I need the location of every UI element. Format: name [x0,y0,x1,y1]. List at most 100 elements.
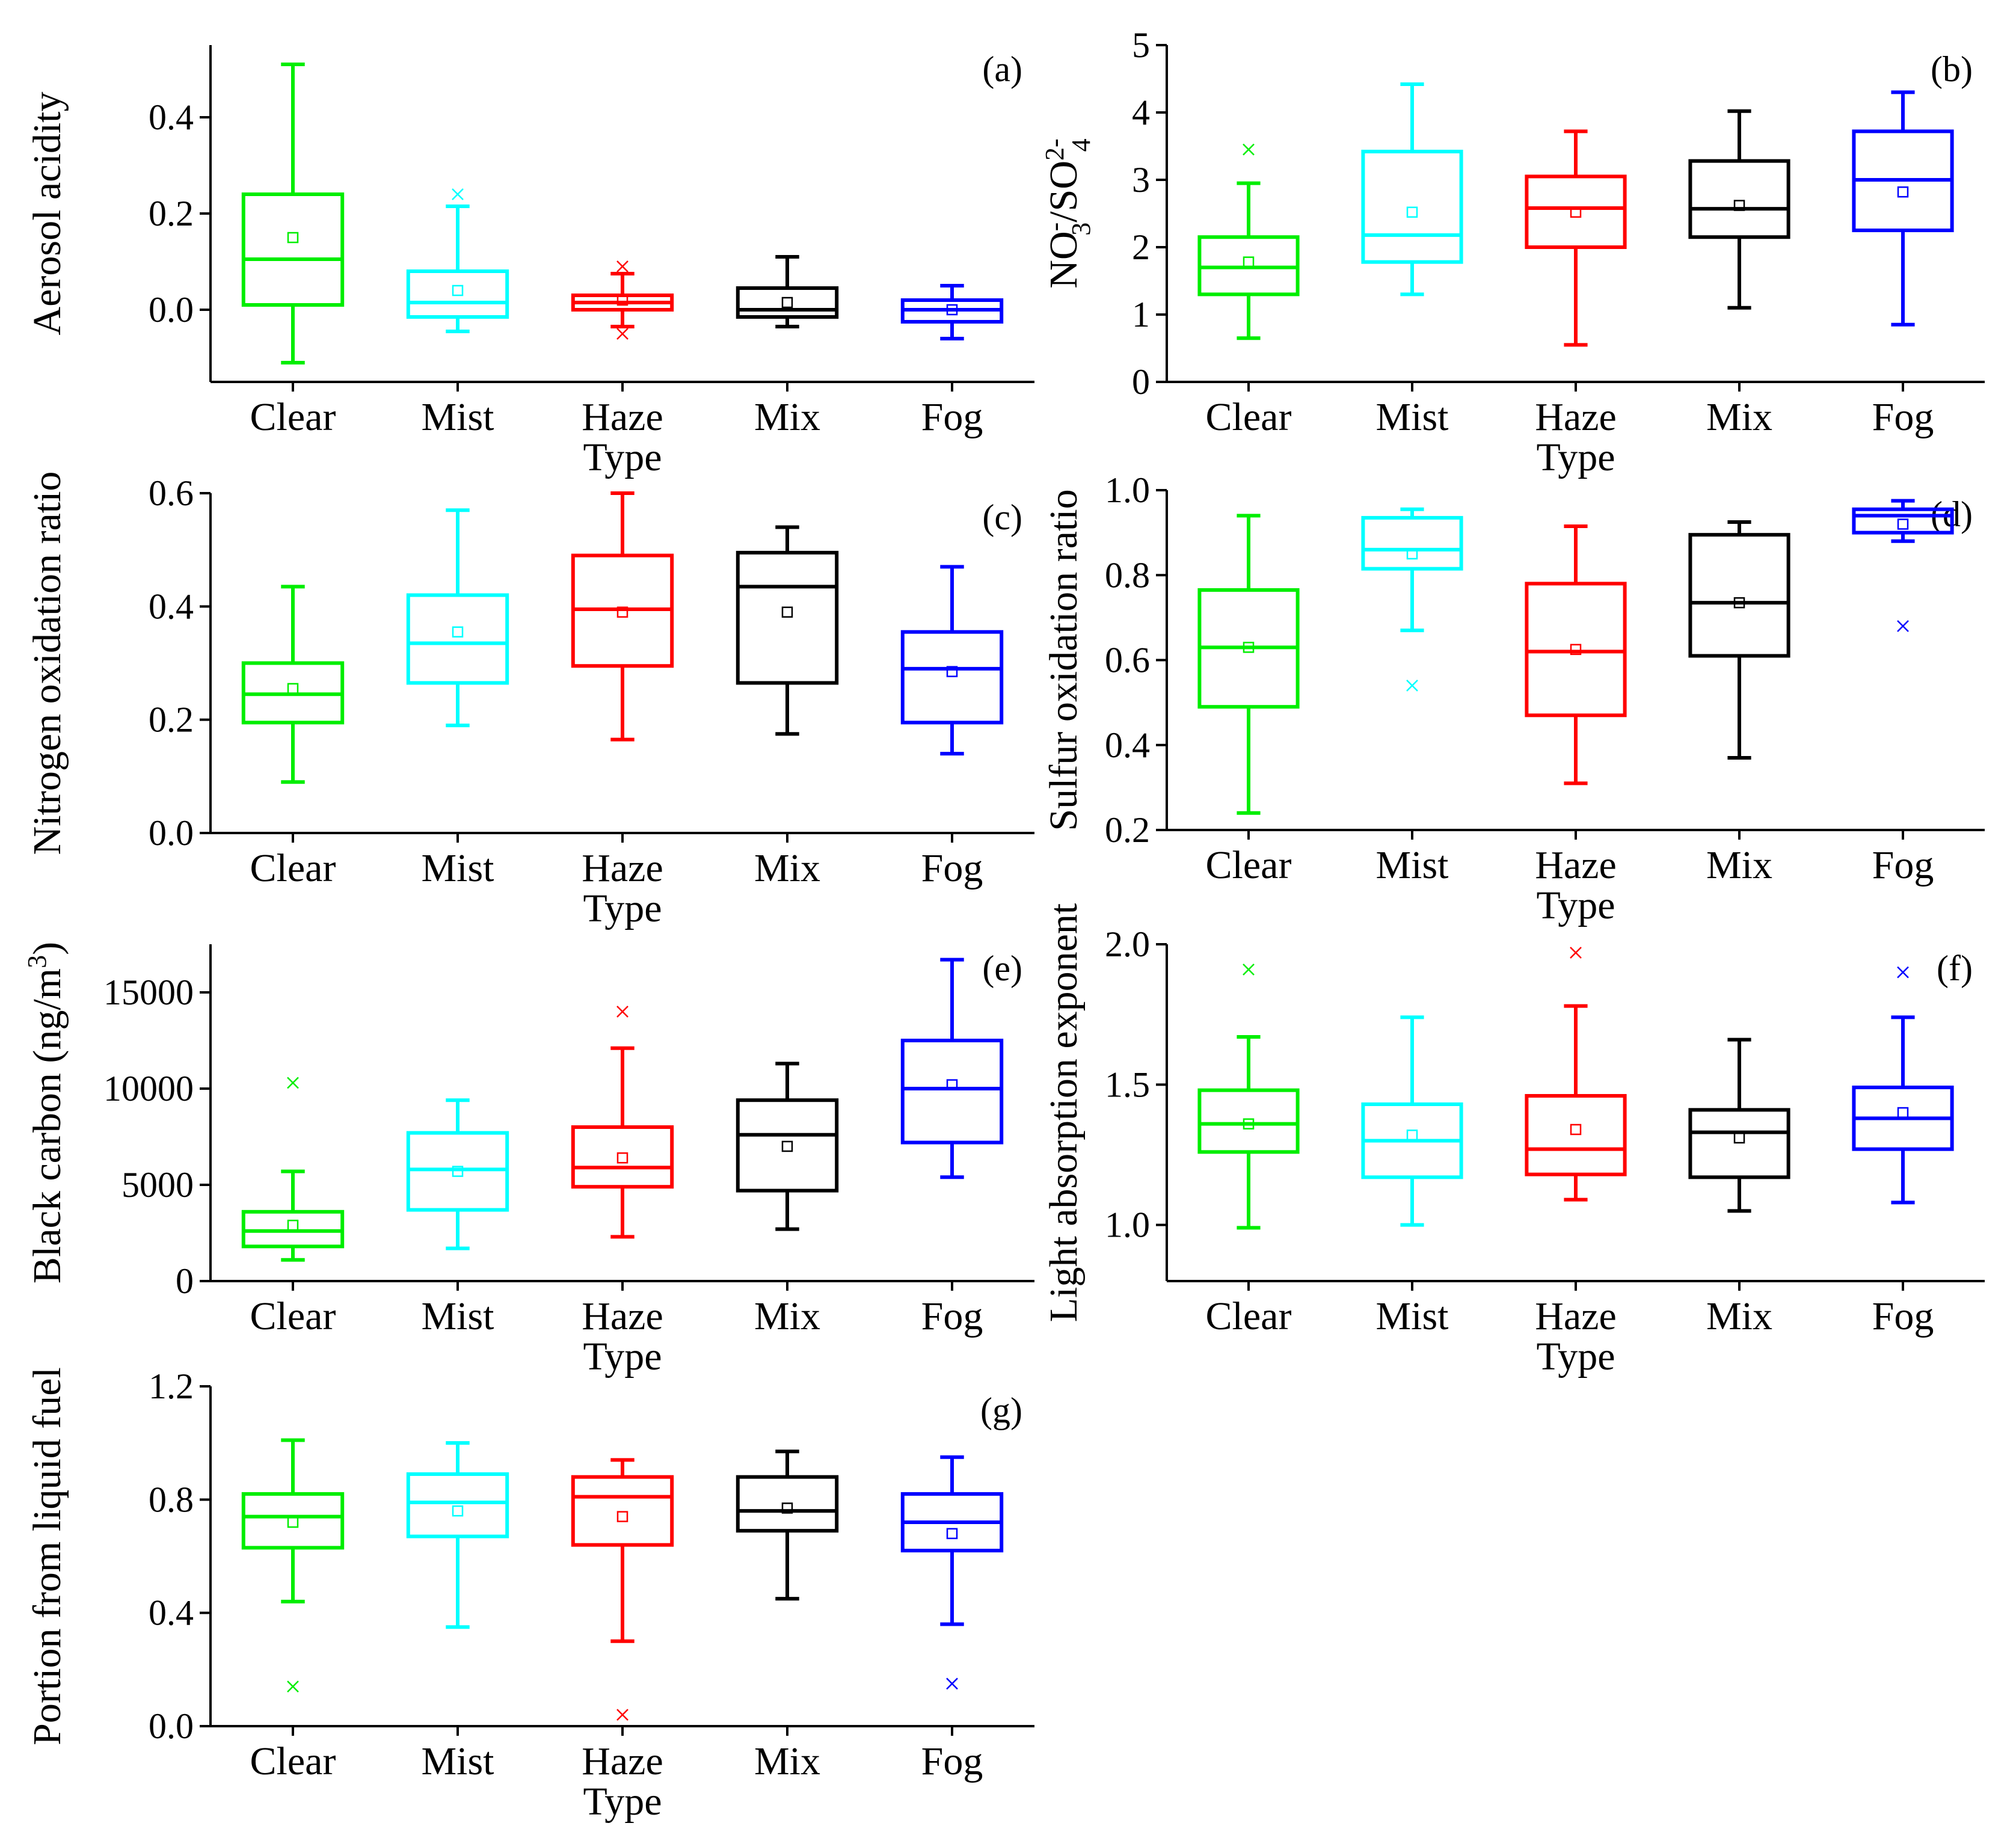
y-axis-title: NO-3/SO2-4 [1040,138,1096,288]
y-tick-label: 15000 [103,973,194,1012]
mean-marker [1570,1123,1582,1136]
panel-label: (e) [982,948,1022,988]
mean-marker [452,1166,464,1177]
x-tick-label: Fog [1872,395,1934,439]
x-tick-label: Clear [1206,843,1292,887]
y-tick-label: 0.2 [1105,810,1150,850]
x-tick-label: Fog [921,846,983,890]
y-tick-label: 2.0 [1105,924,1150,964]
box-haze [1525,129,1627,347]
y-axis-title: Sulfur oxidation ratio [1042,489,1086,831]
panel-label: (b) [1931,49,1973,89]
x-tick-label: Haze [1535,395,1617,439]
y-axis-title: Portion from liquid fuel [25,1367,69,1745]
x-tick-label: Haze [582,1739,663,1783]
y-tick-label: 0 [176,1261,194,1301]
x-tick-label: Mist [421,1294,494,1338]
iqr-box [1361,149,1463,264]
mean-marker [1243,642,1255,653]
outlier-marker [616,328,628,340]
iqr-box [1197,1088,1300,1154]
x-axis-title: Type [583,1335,662,1379]
box-haze [1525,947,1627,1202]
box-haze [571,1006,674,1239]
panel-label: (a) [982,49,1022,89]
iqr-box [406,1472,509,1538]
panel-g: 0.0 0.4 0.8 1.2 Clear Mist Haze Mix Fog Type (g) Po… [25,1366,1034,1824]
outlier-marker [287,1077,299,1089]
y-tick-label: 0.8 [149,1480,194,1519]
iqr-box [1525,582,1627,718]
mean-marker [781,1502,793,1514]
box-fog [900,565,1004,756]
x-tick-label: Mix [754,1739,820,1783]
x-axis-title: Type [583,887,662,930]
x-tick-label: Clear [250,1739,336,1783]
mean-marker [781,297,793,309]
box-fog [1852,499,1954,632]
x-tick-label: Clear [250,846,336,890]
box-mix [1688,520,1790,760]
x-tick-label: Fog [921,1739,983,1783]
box-mist [406,188,509,333]
mean-marker [452,284,464,297]
x-axis-title: Type [583,1780,662,1824]
y-tick-label: 0.4 [149,97,194,137]
panel-e: 0 5000 10000 15000 Clear Mist Haze Mix Fog Type (e… [22,942,1034,1379]
mean-marker [1897,518,1909,530]
box-haze [571,1458,674,1721]
iqr-box [1361,515,1463,571]
box-mist [406,508,509,728]
box-mix [736,1449,839,1601]
mean-marker [946,1528,958,1540]
box-mist [406,1441,509,1629]
y-tick-label: 1.0 [1105,1205,1150,1245]
outlier-marker [1570,947,1582,959]
box-haze [571,260,674,340]
y-tick-label: 0.6 [149,473,194,513]
x-tick-label: Clear [250,395,336,439]
x-tick-label: Mix [754,1294,820,1338]
x-tick-label: Clear [1206,395,1292,439]
x-tick-label: Mix [754,846,820,890]
box-mix [1688,109,1790,310]
iqr-box [406,1131,509,1212]
box-fog [1852,90,1954,327]
mean-marker [616,1152,628,1164]
x-tick-label: Mix [1706,843,1772,887]
box-clear [241,1438,345,1692]
y-tick-label: 0.4 [1105,725,1150,765]
mean-marker [616,1511,628,1522]
x-tick-label: Clear [250,1294,336,1338]
iqr-box [736,550,839,685]
x-tick-label: Mist [1375,843,1448,887]
outlier-marker [287,1680,299,1692]
box-mist [1361,82,1463,297]
x-tick-label: Haze [582,1294,663,1338]
y-tick-label: 3 [1132,160,1150,200]
box-clear [241,585,345,784]
panel-b: 0 1 2 3 4 5 Clear Mist Haze Mix Fog Type (b) NO-3/SO2… [1040,25,1985,479]
mean-marker [287,683,299,695]
box-mist [1361,507,1463,692]
box-mix [736,255,839,328]
mean-marker [781,1140,793,1152]
x-axis-title: Type [1536,1335,1615,1379]
iqr-box [736,1098,839,1193]
iqr-box [1852,507,1954,535]
mean-marker [1733,1132,1745,1144]
box-mist [1361,1015,1463,1227]
y-axis-title: Aerosol acidity [25,91,69,335]
mean-marker [452,626,464,638]
box-mist [406,1098,509,1250]
y-tick-label: 0.0 [149,290,194,330]
box-fog [900,1455,1004,1690]
panel-c: 0.0 0.2 0.4 0.6 Clear Mist Haze Mix Fog Type (c) Ni… [25,472,1034,930]
iqr-box [1525,1094,1627,1176]
mean-marker [1406,206,1418,218]
x-tick-label: Fog [1872,843,1934,887]
outlier-marker [452,188,464,200]
mean-marker [1243,1118,1255,1130]
y-axis-title: Light absorption exponent [1042,903,1086,1323]
y-tick-label: 2 [1132,227,1150,267]
